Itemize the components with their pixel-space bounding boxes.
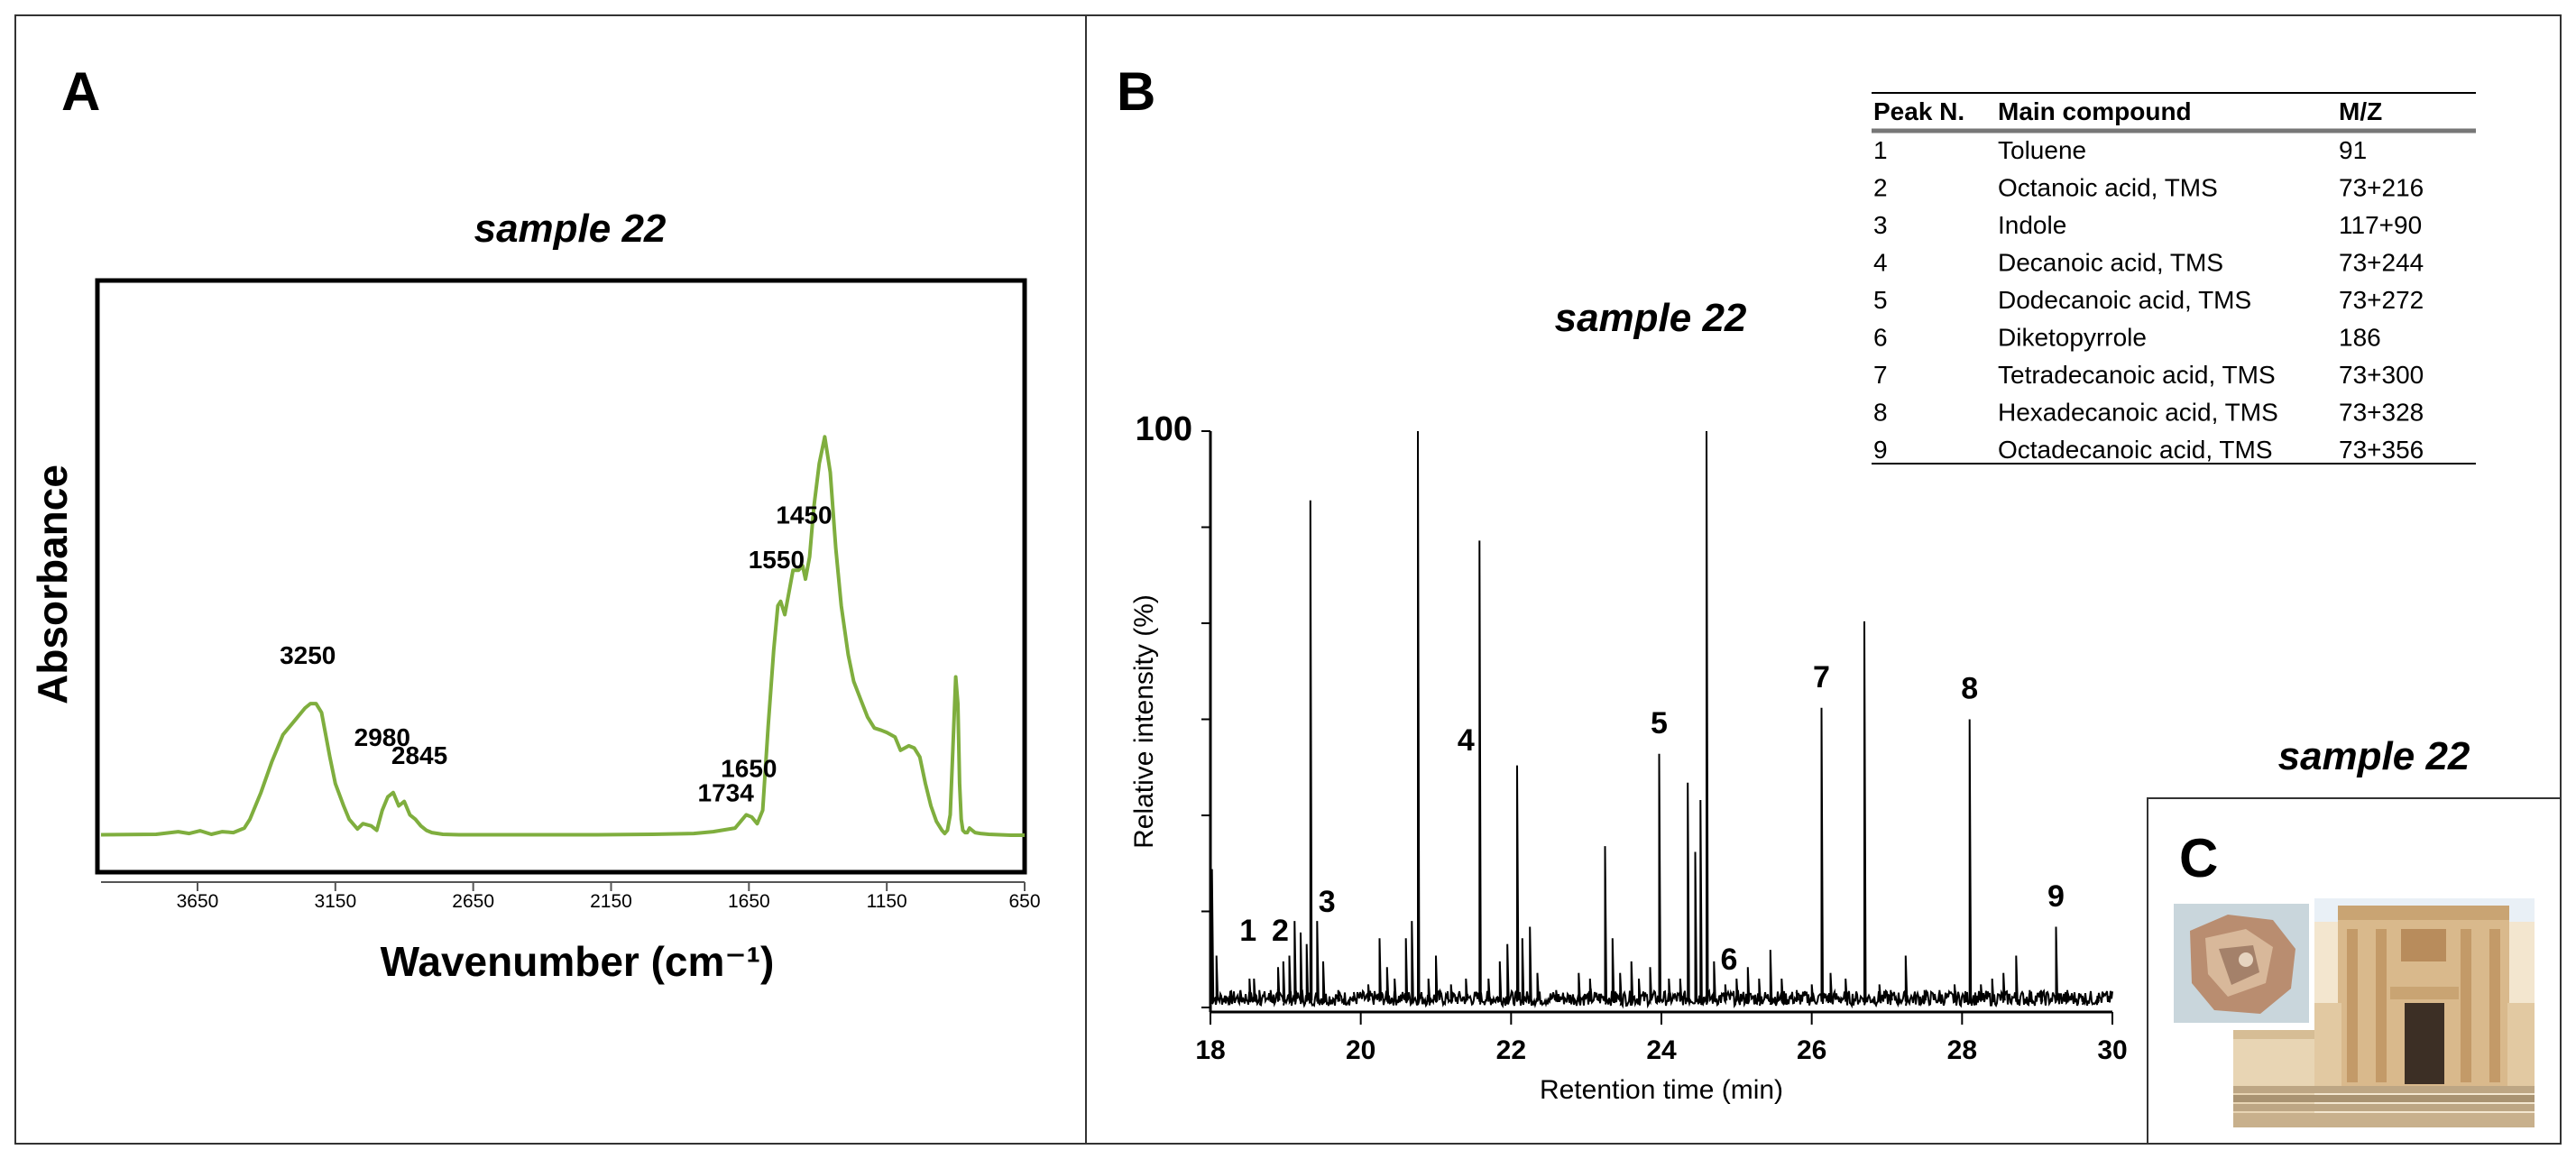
table-cell: Indole [1998,211,2066,239]
table-cell: Dodecanoic acid, TMS [1998,286,2251,314]
table-rows: 1 Toluene 91 2 Octanoic acid, TMS 73+216 3 Indo… [1873,136,2424,464]
table-cell: 73+272 [2339,286,2424,314]
chrom-peak-number: 8 [1961,672,1978,706]
ftir-x-tick-label: 1650 [728,891,770,912]
table-cell: 117+90 [2339,211,2422,239]
panel-c: sample 22 C [2147,734,2562,1145]
church-facade-photo [2233,898,2535,1127]
table-cell: 2 [1873,174,1888,202]
ftir-x-tick-label: 1150 [867,891,907,912]
table-cell: 73+356 [2339,436,2424,464]
table-cell: 3 [1873,211,1888,239]
table-cell: 5 [1873,286,1888,314]
table-cell: 7 [1873,361,1888,389]
chrom-peak-number: 3 [1319,885,1336,919]
table-cell: 73+244 [2339,249,2424,277]
ftir-title: sample 22 [474,207,667,251]
panel-a-letter: A [61,61,100,122]
outer-frame [14,14,2562,1145]
fragment-photo [2174,904,2309,1023]
chrom-title: sample 22 [1555,296,1747,340]
panel-c-letter: C [2179,828,2218,888]
chrom-peak-number: 6 [1721,943,1738,977]
table-cell: 9 [1873,436,1888,464]
table-cell: 6 [1873,324,1888,352]
ftir-peak-label: 2980 [354,723,410,751]
chrom-x-tick-label: 28 [1947,1035,1977,1065]
ftir-x-tick-label: 3650 [177,891,219,912]
table-header-peak: Peak N. [1873,97,1964,125]
ftir-x-tick-label: 2650 [452,891,494,912]
chrom-peak-number: 9 [2047,879,2065,914]
table-cell: 73+216 [2339,174,2424,202]
table-cell: Hexadecanoic acid, TMS [1998,399,2278,427]
table-cell: 1 [1873,136,1888,164]
ftir-peak-label: 2845 [391,741,447,769]
chrom-x-ticks: 18 20 22 24 26 28 30 [1195,1012,2128,1065]
chrom-trace-line [1210,430,2113,1009]
chrom-peak-number: 2 [1272,914,1289,948]
chrom-peak-number: 4 [1458,723,1475,758]
table-cell: Decanoic acid, TMS [1998,249,2223,277]
table-cell: Octanoic acid, TMS [1998,174,2218,202]
chrom-x-tick-label: 20 [1346,1035,1375,1065]
ftir-peak-label: 1550 [749,546,805,574]
chrom-x-tick-label: 18 [1195,1035,1225,1065]
ftir-x-ticks: 3650 3150 2650 2150 1650 1150 650 [177,882,1041,912]
table-cell: 91 [2339,136,2367,164]
table-cell: 73+300 [2339,361,2424,389]
chrom-y-axis-label: Relative intensity (%) [1129,594,1159,849]
ftir-plot-frame [95,278,1027,875]
panel-c-title: sample 22 [2278,734,2470,778]
ftir-peak-label: 1650 [721,755,777,783]
panel-a: A sample 22 3650 3150 2650 2150 1650 1150 650 … [29,61,1041,985]
table-cell: Diketopyrrole [1998,324,2147,352]
table-cell: 186 [2339,324,2381,352]
ftir-x-axis-label: Wavenumber (cm⁻¹) [381,938,775,985]
chrom-x-axis-label: Retention time (min) [1540,1075,1783,1105]
chrom-peak-number: 1 [1239,914,1256,948]
ftir-peak-label: 1450 [776,501,832,529]
chrom-x-tick-label: 24 [1646,1035,1677,1065]
compound-table: Peak N. Main compound M/Z 1 Toluene 91 2 Oct… [1872,92,2476,465]
ftir-peak-label: 3250 [280,641,336,669]
ftir-x-tick-label: 3150 [314,891,356,912]
chrom-y-ticks [1201,430,1210,1008]
table-header-mz: M/Z [2339,97,2382,125]
ftir-peak-label: 1734 [698,779,755,807]
table-cell: 4 [1873,249,1888,277]
chrom-x-tick-label: 30 [2097,1035,2127,1065]
chrom-peak-number: 7 [1813,660,1830,694]
ftir-spectrum-line [100,435,1025,837]
table-cell: Octadecanoic acid, TMS [1998,436,2273,464]
chrom-x-tick-label: 26 [1797,1035,1826,1065]
panel-b-letter: B [1117,61,1155,122]
chrom-peak-number: 5 [1651,706,1668,740]
chrom-peak-labels: 1 23 4 5 6 7 8 9 [1239,660,2065,977]
ftir-y-axis-label: Absorbance [29,465,76,704]
ftir-x-tick-label: 650 [1008,891,1040,912]
church-door-shape [2405,1003,2444,1084]
table-cell: Tetradecanoic acid, TMS [1998,361,2276,389]
table-header-compound: Main compound [1998,97,2192,125]
table-cell: Toluene [1998,136,2086,164]
chrom-x-tick-label: 22 [1496,1035,1526,1065]
ftir-x-tick-label: 2150 [590,891,632,912]
chrom-y-top-label: 100 [1136,410,1192,448]
table-cell: 8 [1873,399,1888,427]
table-cell: 73+328 [2339,399,2424,427]
